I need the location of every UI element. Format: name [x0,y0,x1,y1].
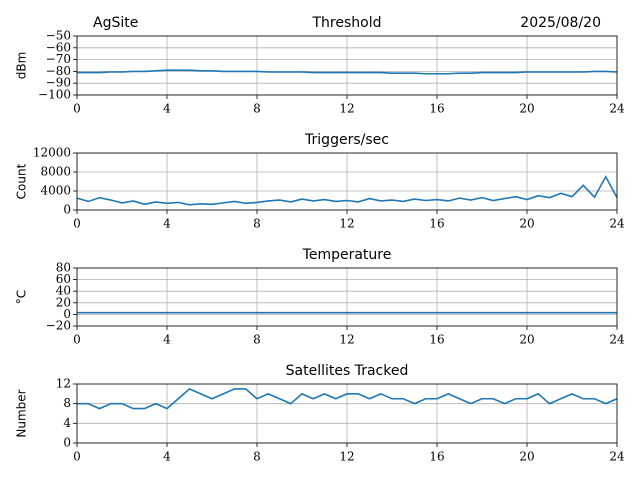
x-tick-label: 4 [163,217,171,231]
x-tick-label: 20 [519,333,534,347]
plot-frame [76,152,618,211]
x-tick-label: 20 [519,102,534,116]
y-tick-label: 0 [63,307,71,321]
x-tick-label: 4 [163,333,171,347]
subplot-title: Temperature [302,247,392,263]
subplot-title: Threshold [312,15,382,31]
y-tick-label: 8000 [40,165,71,179]
subplot-title: Satellites Tracked [286,363,409,379]
x-tick-label: 8 [253,333,261,347]
x-tick-label: 20 [519,217,534,231]
x-tick-label: 8 [253,450,261,464]
x-tick-label: 0 [73,450,81,464]
y-tick-label: 12 [56,377,71,391]
y-tick-label: −80 [46,64,71,78]
data-line [77,69,618,75]
x-tick-label: 16 [429,450,444,464]
x-tick-label: 0 [73,217,81,231]
y-tick-label: −20 [46,319,71,333]
plot-frame [76,267,618,327]
data-line [77,387,618,410]
y-tick-label: 0 [63,436,71,450]
y-tick-label: 0 [63,203,71,217]
y-tick-label: 80 [56,261,71,275]
y-tick-label: 40 [56,284,71,298]
x-tick-label: 0 [73,333,81,347]
x-tick-label: 24 [609,333,625,347]
y-tick-label: 12000 [33,146,71,160]
y-tick-label: 60 [56,272,71,286]
x-tick-label: 4 [163,450,171,464]
y-tick-label: −60 [46,40,71,54]
x-tick-label: 12 [339,217,354,231]
y-tick-label: −100 [38,88,71,102]
x-tick-label: 24 [609,102,625,116]
y-axis-label: °C [15,290,29,304]
y-tick-label: 8 [63,396,71,410]
x-tick-label: 8 [253,102,261,116]
y-tick-label: −90 [46,76,71,90]
y-tick-label: 20 [56,295,71,309]
x-tick-label: 8 [253,217,261,231]
y-axis-label: dBm [15,52,29,80]
x-tick-label: 12 [339,333,354,347]
y-tick-label: −70 [46,52,71,66]
left-title: AgSite [93,15,138,31]
y-axis-label: Count [15,163,29,199]
subplot-title: Triggers/sec [304,132,389,148]
plot-frame [76,383,618,444]
x-tick-label: 20 [519,450,534,464]
plot-frame [76,35,618,96]
x-tick-label: 16 [429,102,444,116]
x-tick-label: 24 [609,217,625,231]
x-tick-label: 12 [339,450,354,464]
data-line [76,175,618,206]
x-tick-label: 16 [429,333,444,347]
y-axis-label: Number [15,389,29,437]
x-tick-label: 4 [163,102,171,116]
x-tick-label: 12 [339,102,354,116]
x-tick-label: 16 [429,217,444,231]
y-tick-label: 4000 [40,184,71,198]
y-tick-label: −50 [46,29,71,43]
y-tick-label: 4 [63,416,71,430]
x-tick-label: 24 [609,450,625,464]
x-tick-label: 0 [73,102,81,116]
right-title: 2025/08/20 [520,15,601,31]
